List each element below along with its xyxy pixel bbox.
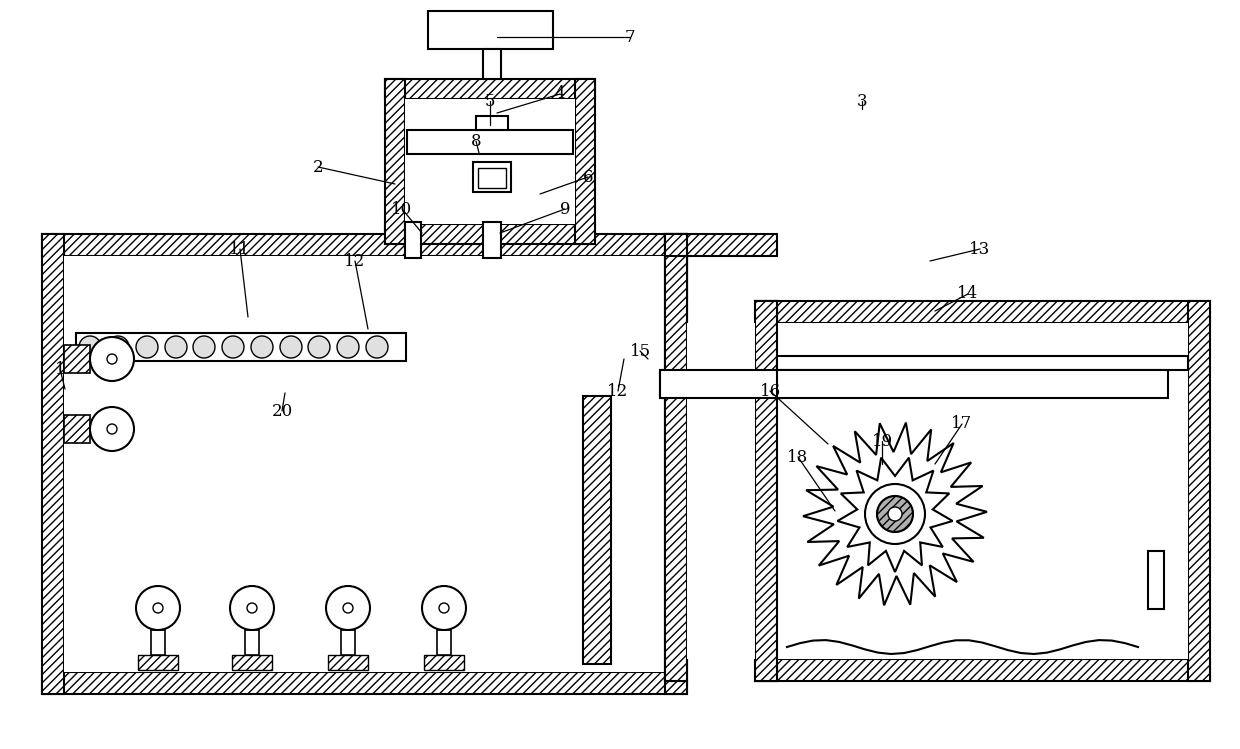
Circle shape	[250, 336, 273, 358]
Text: 15: 15	[630, 342, 651, 360]
Bar	[428, 11, 553, 49]
Bar	[42, 234, 64, 694]
Circle shape	[165, 336, 187, 358]
Text: 6: 6	[583, 169, 593, 186]
Circle shape	[280, 336, 303, 358]
Bar	[232, 655, 272, 670]
Text: 18: 18	[787, 449, 808, 465]
Text: 10: 10	[392, 201, 413, 217]
Bar	[405, 99, 575, 224]
Bar	[64, 345, 91, 373]
Circle shape	[422, 586, 466, 630]
Text: 20: 20	[272, 402, 293, 419]
Circle shape	[136, 586, 180, 630]
Bar	[472, 162, 511, 192]
Circle shape	[91, 337, 134, 381]
Circle shape	[107, 336, 129, 358]
Circle shape	[866, 484, 925, 544]
Bar	[777, 323, 1188, 659]
Text: 8: 8	[471, 133, 481, 150]
Text: 19: 19	[872, 432, 893, 449]
Bar	[476, 116, 508, 130]
Bar	[1148, 551, 1164, 609]
Text: 17: 17	[951, 416, 972, 432]
Polygon shape	[804, 422, 987, 605]
Bar	[138, 655, 179, 670]
Bar	[151, 630, 165, 655]
Bar	[755, 659, 1210, 681]
Bar	[405, 222, 422, 258]
Bar	[42, 672, 687, 694]
Text: 13: 13	[970, 240, 991, 258]
Bar	[1188, 301, 1210, 681]
Text: 14: 14	[957, 285, 978, 303]
Circle shape	[888, 507, 901, 521]
Bar	[687, 301, 755, 681]
Text: 5: 5	[485, 92, 495, 109]
Bar	[575, 79, 595, 244]
Circle shape	[222, 336, 244, 358]
Bar	[64, 256, 665, 672]
Bar	[777, 356, 1188, 370]
Bar	[583, 396, 611, 664]
Polygon shape	[837, 458, 952, 572]
Text: 3: 3	[857, 92, 867, 109]
Bar	[64, 415, 91, 443]
Circle shape	[326, 586, 370, 630]
Bar	[246, 630, 259, 655]
Bar	[777, 370, 1168, 398]
Circle shape	[136, 336, 157, 358]
Bar	[384, 79, 405, 244]
Bar	[755, 301, 777, 681]
Bar	[665, 256, 687, 681]
Circle shape	[229, 586, 274, 630]
Bar	[76, 333, 405, 361]
Circle shape	[343, 603, 353, 613]
Bar	[424, 655, 464, 670]
Bar	[477, 168, 506, 188]
Circle shape	[193, 336, 215, 358]
Bar	[384, 79, 595, 99]
Bar	[665, 234, 777, 256]
Text: 7: 7	[625, 28, 635, 46]
Circle shape	[337, 336, 360, 358]
Text: 16: 16	[759, 383, 780, 399]
Bar	[755, 301, 1210, 323]
Bar	[384, 224, 595, 244]
Circle shape	[91, 407, 134, 451]
Bar	[665, 234, 687, 694]
Bar	[687, 323, 755, 659]
Circle shape	[366, 336, 388, 358]
Bar	[436, 630, 451, 655]
Bar	[329, 655, 368, 670]
Bar	[484, 49, 501, 79]
Bar	[665, 234, 687, 681]
Circle shape	[439, 603, 449, 613]
Text: 9: 9	[559, 201, 570, 217]
Bar	[660, 370, 782, 398]
Bar	[407, 130, 573, 154]
Circle shape	[247, 603, 257, 613]
Circle shape	[153, 603, 162, 613]
Bar	[484, 222, 501, 258]
Text: 1: 1	[55, 360, 66, 377]
Bar	[42, 234, 687, 256]
Circle shape	[308, 336, 330, 358]
Text: 2: 2	[312, 159, 324, 175]
Bar	[755, 301, 777, 681]
Text: 4: 4	[554, 85, 565, 103]
Circle shape	[107, 424, 117, 434]
Text: 12: 12	[345, 252, 366, 270]
Circle shape	[107, 354, 117, 364]
Circle shape	[79, 336, 100, 358]
Text: 12: 12	[608, 383, 629, 399]
Circle shape	[877, 496, 913, 532]
Text: 11: 11	[229, 240, 250, 258]
Bar	[341, 630, 355, 655]
Bar	[660, 370, 782, 398]
